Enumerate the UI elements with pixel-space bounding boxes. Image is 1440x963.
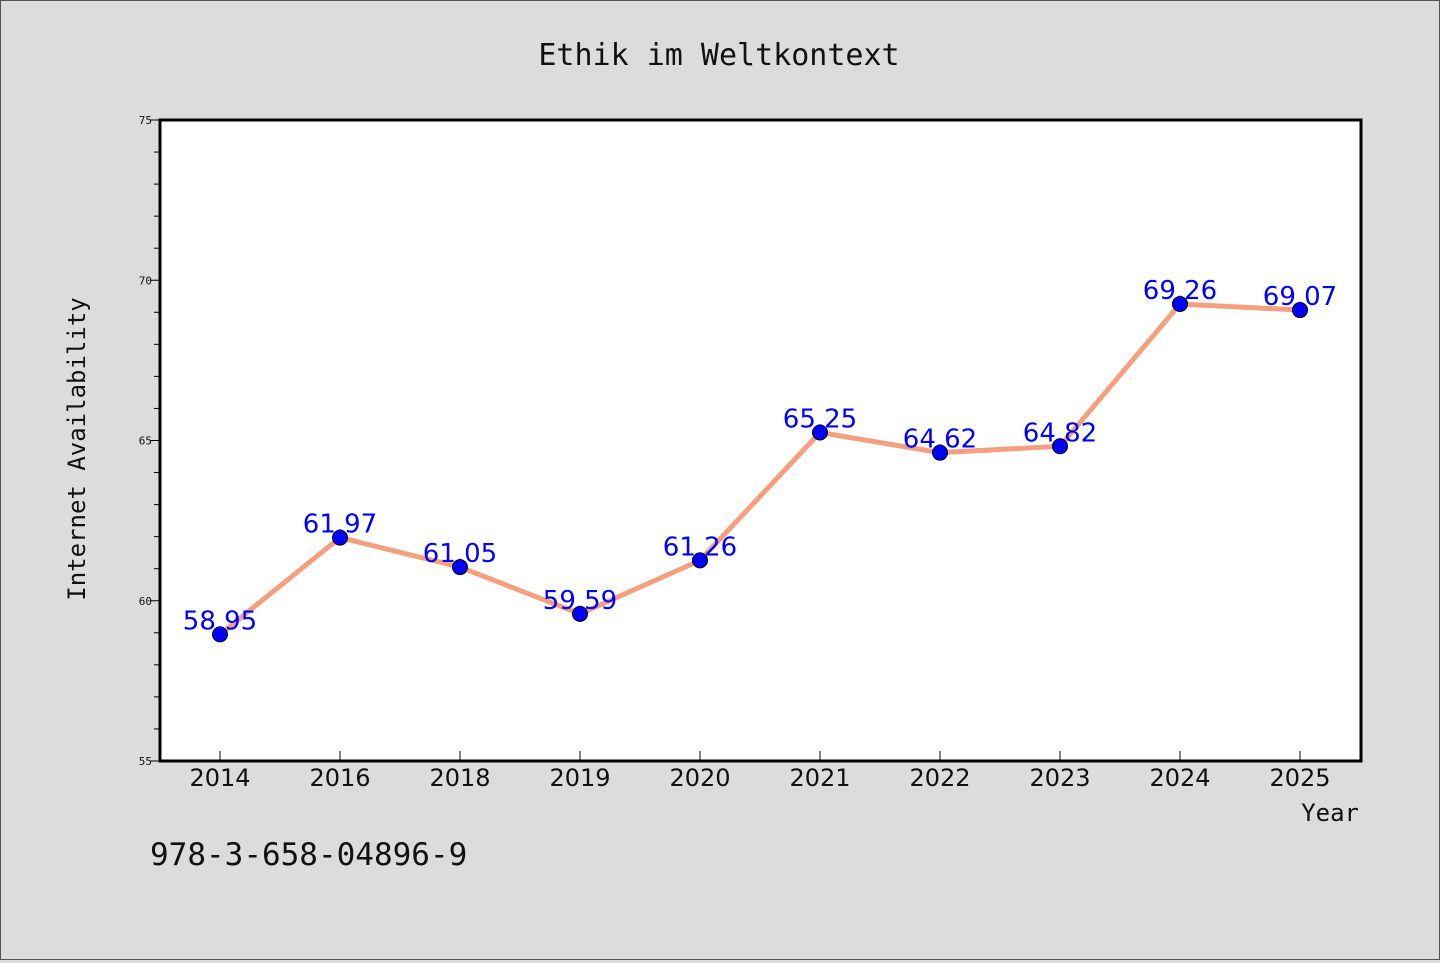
x-tick-label: 2018 bbox=[429, 764, 490, 792]
x-axis-label: Year bbox=[1301, 799, 1359, 827]
data-point-label: 69.26 bbox=[1143, 276, 1217, 306]
x-tick-label: 2024 bbox=[1149, 764, 1210, 792]
data-point-label: 58.95 bbox=[183, 606, 257, 636]
x-tick-label: 2020 bbox=[669, 764, 730, 792]
y-tick-label: 75 bbox=[139, 114, 152, 127]
footnote-isbn: 978-3-658-04896-9 bbox=[150, 837, 467, 873]
data-point-label: 69.07 bbox=[1263, 282, 1337, 312]
x-tick-label: 2025 bbox=[1269, 764, 1330, 792]
y-tick-label: 55 bbox=[139, 755, 152, 768]
data-labels: 58.95 61.97 61.05 59.59 61.26 65.25 64.62 64.82… bbox=[183, 276, 1337, 636]
data-markers bbox=[212, 295, 1308, 643]
plot-area bbox=[158, 118, 1363, 763]
y-axis-label: Internet Availability bbox=[63, 297, 91, 600]
x-tick-label: 2014 bbox=[189, 764, 250, 792]
series-line bbox=[218, 301, 1301, 637]
data-point-marker bbox=[692, 552, 708, 569]
x-tick-label: 2016 bbox=[309, 764, 370, 792]
data-point-label: 61.97 bbox=[303, 510, 377, 540]
data-point-marker bbox=[1172, 295, 1188, 312]
x-tick-label: 2019 bbox=[549, 764, 610, 792]
x-tick-label: 2021 bbox=[789, 764, 850, 792]
y-tick-label: 60 bbox=[139, 595, 152, 608]
x-tick-label: 2023 bbox=[1029, 764, 1090, 792]
data-point-marker bbox=[212, 626, 228, 643]
y-tick-label: 65 bbox=[139, 435, 152, 448]
data-point-marker bbox=[1292, 302, 1308, 319]
data-point-label: 64.62 bbox=[903, 425, 977, 455]
data-point-label: 61.26 bbox=[663, 532, 737, 562]
x-axis: 2014 2016 2018 2019 2020 2021 2022 2023 2024 2025 bbox=[189, 751, 1331, 792]
chart-title: Ethik im Weltkontext bbox=[538, 38, 899, 73]
data-point-label: 61.05 bbox=[423, 539, 497, 569]
data-point-label: 59.59 bbox=[543, 586, 617, 616]
y-axis: 55 60 65 70 75 bbox=[139, 114, 160, 768]
data-point-marker bbox=[932, 444, 948, 461]
y-tick-label: 70 bbox=[139, 274, 152, 287]
data-point-marker bbox=[1052, 438, 1068, 455]
data-point-marker bbox=[452, 559, 468, 576]
data-point-label: 65.25 bbox=[783, 404, 857, 434]
data-point-marker bbox=[572, 605, 588, 622]
x-tick-label: 2022 bbox=[909, 764, 970, 792]
data-point-label: 64.82 bbox=[1023, 418, 1097, 448]
data-point-marker bbox=[812, 424, 828, 441]
data-point-marker bbox=[332, 529, 348, 546]
